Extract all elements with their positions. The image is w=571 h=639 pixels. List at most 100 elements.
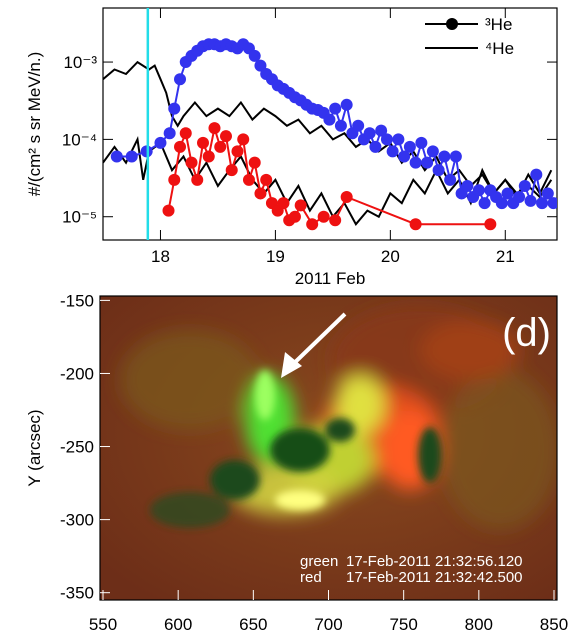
- data-point: [392, 133, 405, 146]
- x-axis-label: 2011 Feb: [295, 269, 366, 288]
- y-tick-label: 10⁻³: [63, 53, 97, 72]
- data-point: [513, 190, 526, 203]
- data-point: [340, 98, 353, 111]
- x-tick-label: 550: [89, 615, 117, 634]
- legend-marker: [446, 18, 458, 30]
- data-point: [409, 218, 422, 231]
- data-point: [375, 124, 388, 137]
- x-tick-label: 18: [151, 247, 170, 266]
- data-point: [409, 156, 422, 169]
- y-tick-label: -350: [60, 584, 94, 603]
- data-point: [254, 59, 267, 72]
- data-point: [254, 187, 267, 200]
- data-point: [329, 214, 342, 227]
- data-point: [225, 164, 238, 177]
- data-point: [398, 150, 411, 163]
- data-point: [191, 173, 204, 186]
- data-point: [363, 127, 376, 140]
- data-point: [214, 140, 227, 153]
- data-point: [547, 197, 557, 210]
- y-tick-label: 10⁻⁴: [62, 130, 97, 149]
- data-point: [277, 197, 290, 210]
- data-point: [334, 119, 347, 132]
- data-point: [403, 140, 416, 153]
- data-point: [154, 136, 167, 149]
- x-tick-label: 800: [465, 615, 493, 634]
- data-point: [426, 145, 439, 158]
- data-point: [219, 130, 232, 143]
- note-label: red: [300, 569, 322, 586]
- data-point: [196, 136, 209, 149]
- data-point: [317, 210, 330, 223]
- data-point: [231, 145, 244, 158]
- data-point: [162, 204, 175, 217]
- data-point: [495, 197, 508, 210]
- data-point: [329, 102, 342, 115]
- y-axis-label: Y (arcsec): [25, 409, 44, 486]
- y-tick-label: 10⁻⁵: [62, 208, 97, 227]
- note-time: 17-Feb-2011 21:32:56.120: [346, 553, 523, 570]
- data-point: [432, 164, 445, 177]
- data-point: [163, 127, 176, 140]
- data-point: [369, 140, 382, 153]
- data-point: [174, 73, 187, 86]
- data-point: [174, 140, 187, 153]
- data-point: [472, 184, 485, 197]
- data-point: [110, 150, 123, 163]
- data-point: [421, 156, 434, 169]
- x-tick-label: 21: [496, 247, 515, 266]
- data-point: [524, 194, 537, 207]
- data-point: [518, 179, 531, 192]
- data-point: [202, 150, 215, 163]
- data-point: [415, 136, 428, 149]
- note-label: green: [300, 553, 338, 570]
- data-point: [484, 218, 497, 231]
- data-point: [260, 173, 273, 186]
- data-point: [438, 150, 451, 163]
- data-point: [168, 102, 181, 115]
- solar-image: [100, 296, 557, 600]
- note-time: 17-Feb-2011 21:32:42.500: [346, 569, 523, 586]
- x-tick-label: 600: [164, 615, 192, 634]
- data-point: [208, 122, 221, 135]
- y-tick-label: -250: [60, 438, 94, 457]
- x-tick-label: 750: [389, 615, 417, 634]
- data-point: [185, 156, 198, 169]
- legend-label: ⁴He: [485, 39, 514, 58]
- data-point: [501, 187, 514, 200]
- data-point: [340, 190, 353, 203]
- panel-label: (d): [502, 311, 551, 355]
- series-line: [116, 42, 555, 206]
- data-point: [449, 150, 462, 163]
- x-tick-label: 20: [381, 247, 400, 266]
- data-point: [306, 218, 319, 231]
- data-point: [386, 145, 399, 158]
- y-axis-label: #/(cm² s sr MeV/n.): [25, 52, 44, 197]
- y-tick-label: -150: [60, 291, 94, 310]
- y-tick-label: -200: [60, 364, 94, 383]
- data-point: [248, 49, 261, 62]
- data-point: [179, 127, 192, 140]
- x-tick-label: 700: [314, 615, 342, 634]
- data-point: [380, 133, 393, 146]
- legend-label: ³He: [485, 15, 512, 34]
- x-tick-label: 850: [540, 615, 568, 634]
- plot-area: [103, 38, 557, 231]
- data-point: [248, 156, 261, 169]
- x-tick-label: 19: [266, 247, 285, 266]
- y-tick-label: -300: [60, 511, 94, 530]
- data-point: [168, 173, 181, 186]
- x-tick-label: 650: [239, 615, 267, 634]
- data-point: [461, 179, 474, 192]
- data-point: [242, 173, 255, 186]
- data-point: [541, 187, 554, 200]
- data-point: [323, 113, 336, 126]
- data-point: [536, 197, 549, 210]
- plot-frame: [102, 7, 558, 241]
- data-point: [237, 133, 250, 146]
- data-point: [294, 199, 307, 212]
- data-point: [352, 119, 365, 132]
- data-point: [478, 197, 491, 210]
